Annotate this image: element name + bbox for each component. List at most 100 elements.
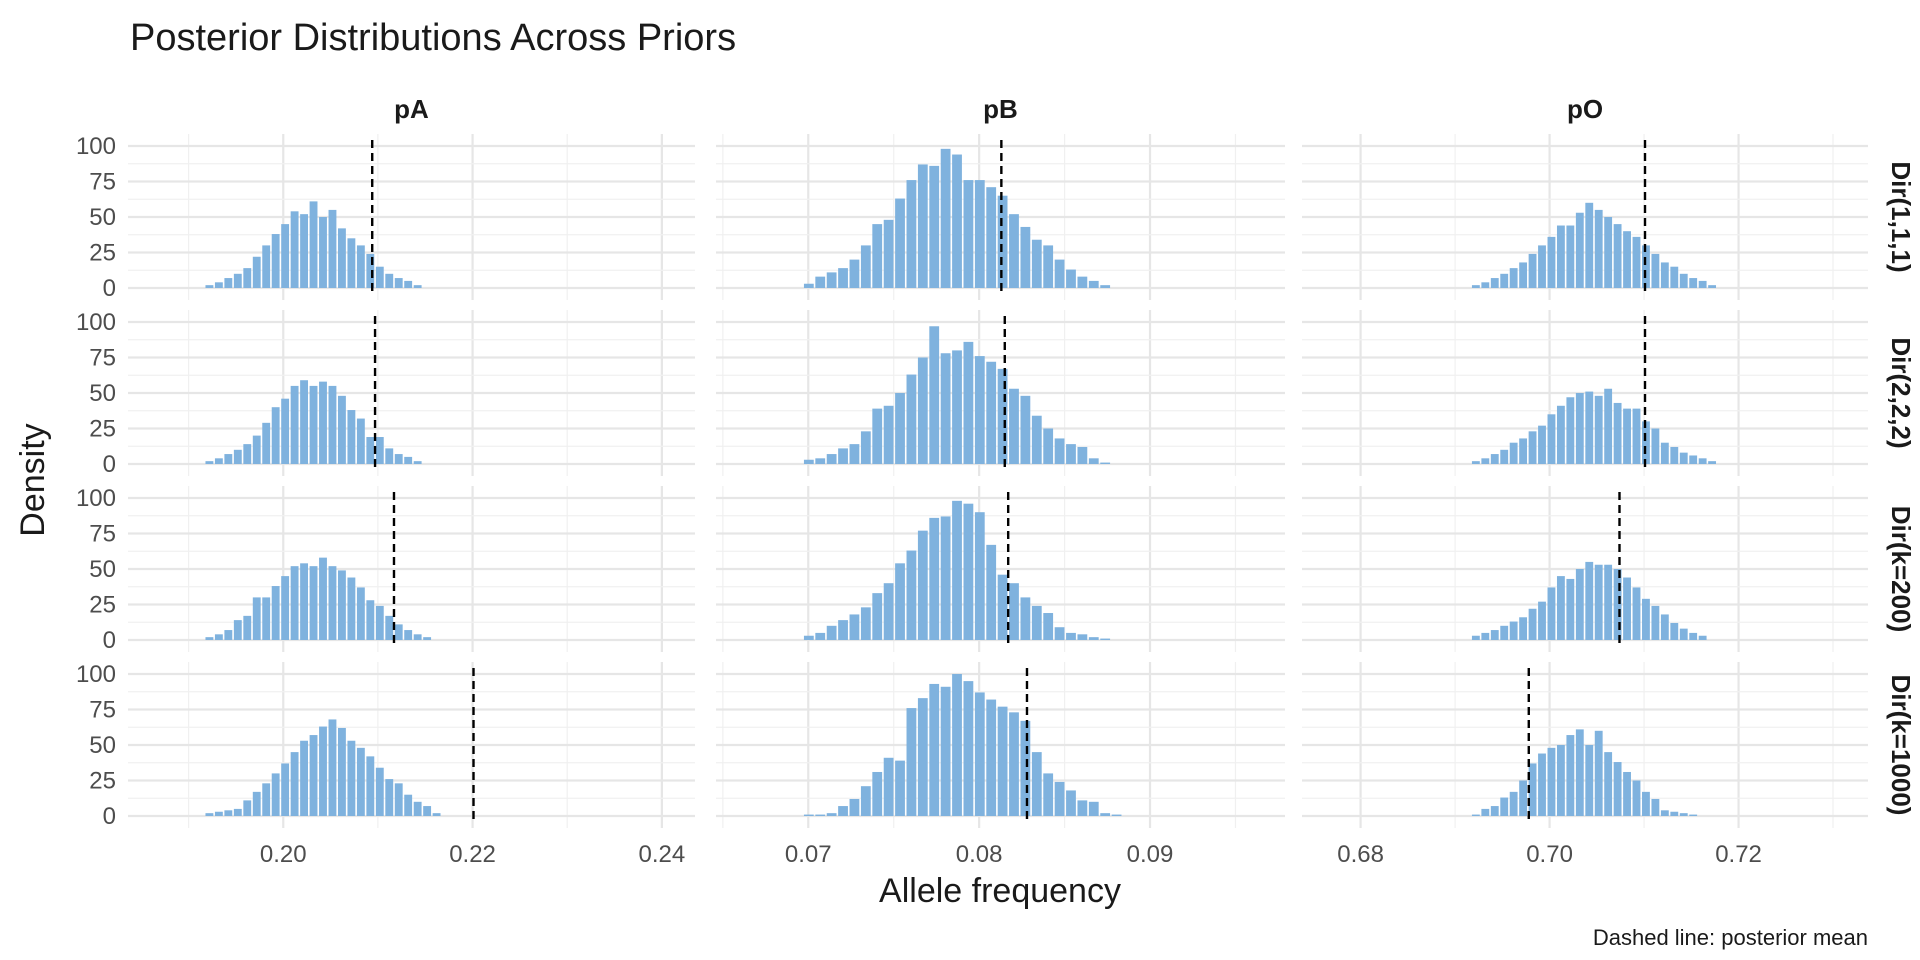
histogram-bar bbox=[309, 385, 318, 464]
histogram-bar bbox=[233, 449, 242, 464]
histogram-bar bbox=[849, 444, 860, 464]
histogram-bar bbox=[375, 605, 384, 640]
histogram-bar bbox=[1538, 753, 1546, 816]
histogram-bar bbox=[860, 786, 871, 816]
histogram-bar bbox=[986, 699, 997, 816]
histogram-bar bbox=[1031, 415, 1042, 464]
histogram-bar bbox=[1670, 446, 1679, 464]
histogram-bar bbox=[1556, 405, 1565, 464]
histogram-bar bbox=[404, 456, 413, 464]
histogram-bar bbox=[1585, 745, 1594, 816]
histogram-bar bbox=[214, 282, 223, 288]
histogram-bar bbox=[1519, 780, 1528, 816]
y-tick-label: 25 bbox=[89, 240, 116, 267]
histogram-bar bbox=[1613, 224, 1622, 288]
histogram-bar bbox=[1066, 444, 1076, 464]
histogram-bar bbox=[300, 563, 308, 640]
histogram-bar bbox=[224, 630, 233, 640]
y-tick-label: 100 bbox=[76, 661, 116, 688]
histogram-bar bbox=[1088, 801, 1099, 816]
histogram-bar bbox=[952, 154, 962, 288]
histogram-bar bbox=[838, 268, 848, 288]
histogram-bar bbox=[1509, 791, 1518, 816]
histogram-bar bbox=[1575, 393, 1584, 464]
y-tick-label: 50 bbox=[89, 556, 116, 583]
histogram-bar bbox=[1538, 425, 1546, 464]
histogram-bar bbox=[1708, 461, 1717, 464]
histogram-bar bbox=[1660, 810, 1669, 816]
histogram-bar bbox=[1689, 455, 1698, 464]
histogram-bar bbox=[366, 600, 375, 640]
histogram-bar bbox=[262, 783, 271, 816]
histogram-bar bbox=[243, 800, 252, 816]
histogram-bar bbox=[963, 341, 974, 464]
histogram-bar bbox=[974, 512, 985, 640]
histogram-bar bbox=[1689, 278, 1698, 288]
histogram-bar bbox=[1528, 253, 1537, 288]
histogram-bar bbox=[1594, 730, 1603, 816]
histogram-bar bbox=[337, 570, 346, 640]
histogram-bar bbox=[1604, 388, 1613, 464]
histogram-bar bbox=[1566, 578, 1575, 640]
histogram-bar bbox=[252, 597, 261, 640]
histogram-bar bbox=[1670, 266, 1679, 288]
histogram-bar bbox=[1585, 391, 1594, 464]
x-tick-label: 0.24 bbox=[639, 841, 686, 868]
y-tick-label: 25 bbox=[89, 416, 116, 443]
histogram-bar bbox=[1613, 569, 1622, 640]
histogram-bar bbox=[394, 278, 403, 288]
histogram-bar bbox=[815, 632, 826, 640]
histogram-bar bbox=[290, 752, 299, 816]
y-tick-label: 50 bbox=[89, 204, 116, 231]
histogram-bar bbox=[252, 435, 261, 464]
histogram-bar bbox=[356, 747, 365, 816]
histogram-bar bbox=[1500, 797, 1509, 816]
histogram-bar bbox=[906, 374, 917, 464]
histogram-bar bbox=[952, 674, 962, 816]
histogram-bar bbox=[1043, 773, 1054, 816]
histogram-bar bbox=[895, 198, 905, 288]
y-tick-label: 75 bbox=[89, 697, 116, 724]
histogram-bar bbox=[1670, 622, 1679, 640]
histogram-bar bbox=[1538, 245, 1546, 288]
histogram-bar bbox=[872, 593, 883, 640]
histogram-bar bbox=[906, 708, 917, 816]
histogram-bar bbox=[826, 625, 837, 640]
histogram-bar bbox=[413, 461, 422, 464]
histogram-bar bbox=[1556, 745, 1565, 816]
x-tick-label: 0.09 bbox=[1127, 841, 1174, 868]
histogram-bar bbox=[262, 597, 271, 640]
histogram-bar bbox=[1490, 630, 1499, 640]
x-tick-label: 0.70 bbox=[1526, 841, 1573, 868]
histogram-bar bbox=[838, 620, 848, 640]
histogram-bar bbox=[1670, 811, 1679, 816]
facet-row-label: Dir(k=200) bbox=[1886, 506, 1916, 632]
histogram-bar bbox=[1481, 282, 1490, 288]
histogram-bar bbox=[1566, 225, 1575, 288]
histogram-bar bbox=[974, 692, 985, 816]
histogram-bar bbox=[271, 773, 280, 816]
histogram-bar bbox=[300, 740, 308, 816]
histogram-bar bbox=[413, 634, 422, 640]
histogram-bar bbox=[1623, 231, 1631, 288]
histogram-bar bbox=[375, 437, 384, 464]
histogram-bar bbox=[1538, 601, 1546, 640]
histogram-bar bbox=[252, 791, 261, 816]
histogram-bar bbox=[224, 454, 233, 464]
histogram-bar bbox=[1679, 273, 1688, 288]
histogram-bar bbox=[1020, 395, 1031, 464]
histogram-bar bbox=[1088, 637, 1099, 640]
x-tick-label: 0.72 bbox=[1715, 841, 1762, 868]
histogram-bar bbox=[413, 801, 422, 816]
histogram-bar bbox=[356, 418, 365, 464]
histogram-bar bbox=[1660, 262, 1669, 288]
histogram-bar bbox=[815, 814, 826, 816]
histogram-bar bbox=[1088, 458, 1099, 464]
histogram-bar bbox=[233, 808, 242, 816]
histogram-bar bbox=[1547, 747, 1556, 816]
histogram-bar bbox=[224, 810, 233, 816]
histogram-bar bbox=[826, 272, 837, 288]
histogram-bar bbox=[281, 398, 290, 464]
histogram-bar bbox=[974, 180, 985, 288]
histogram-bar bbox=[1547, 414, 1556, 464]
